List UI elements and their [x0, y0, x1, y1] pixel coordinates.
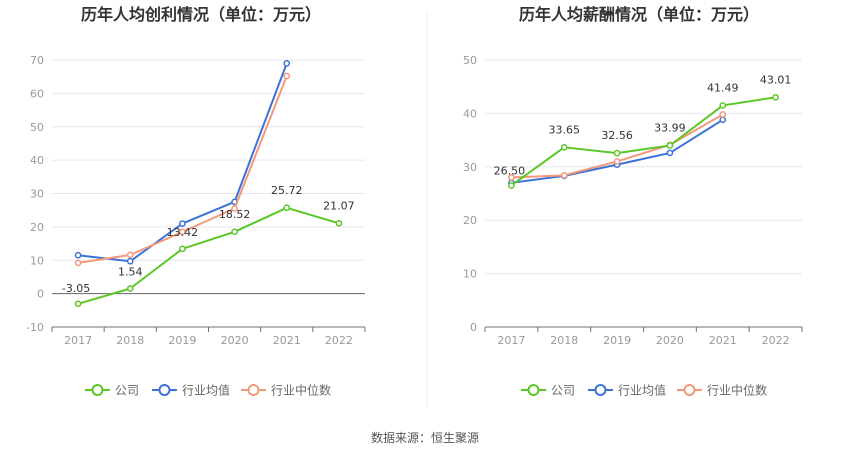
chart-title: 历年人均创利情况（单位：万元）: [81, 5, 321, 24]
data-label: 32.56: [601, 129, 633, 142]
legend-label: 行业中位数: [707, 383, 767, 398]
x-tick-label: 2021: [709, 334, 737, 347]
data-point: [283, 72, 291, 80]
chart-1: 历年人均创利情况（单位：万元） -10 0 10 20 30 40 50 60 70 2017 201…: [26, 5, 366, 398]
data-point: [335, 219, 343, 227]
data-label: 21.07: [323, 199, 355, 212]
y-tick-label: 30: [463, 161, 477, 174]
data-point: [508, 174, 515, 181]
data-point: [74, 259, 82, 267]
y-tick-label: 10: [30, 254, 44, 267]
data-label: 41.49: [707, 81, 739, 94]
series-industry_median: [74, 72, 291, 267]
legend-item-industry_median[interactable]: 行业中位数: [677, 383, 767, 398]
y-tick-label: 10: [463, 268, 477, 281]
series-line: [77, 206, 340, 305]
data-point: [719, 116, 727, 124]
data-point: [560, 171, 568, 179]
data-label: 13.42: [167, 226, 199, 239]
y-tick-label: 50: [463, 54, 477, 67]
chart-2: 历年人均薪酬情况（单位：万元） 0 10 20 30 40 50 2017 2018 2019 20…: [463, 5, 803, 398]
legend-marker-icon: [158, 384, 171, 396]
chart-title: 历年人均薪酬情况（单位：万元）: [519, 5, 759, 24]
series-line: [511, 113, 724, 179]
legend-item-company[interactable]: 公司: [521, 384, 575, 398]
data-point: [560, 143, 568, 151]
x-tick-label: 2021: [273, 334, 301, 347]
legend-marker-icon: [91, 384, 104, 396]
legend-item-industry_median[interactable]: 行业中位数: [241, 383, 331, 398]
x-tick-label: 2018: [116, 334, 144, 347]
data-point: [508, 182, 515, 189]
data-label: 18.52: [219, 208, 251, 221]
y-tick-label: 20: [30, 221, 44, 234]
data-label: 33.99: [654, 121, 686, 134]
series-line: [510, 96, 776, 187]
x-tick-label: 2022: [325, 334, 353, 347]
x-tick-label: 2022: [762, 334, 790, 347]
y-tick-label: 30: [30, 188, 44, 201]
x-tick-label: 2019: [168, 334, 196, 347]
series-company: [74, 204, 343, 308]
y-tick-label: 60: [30, 87, 44, 100]
data-point: [179, 228, 186, 236]
y-tick-label: 0: [37, 288, 44, 301]
legend-marker-icon: [594, 384, 607, 396]
y-tick-label: -10: [26, 321, 44, 334]
data-point: [179, 220, 186, 227]
data-label: 1.54: [118, 265, 143, 278]
data-label: 43.01: [760, 73, 792, 86]
y-tick-label: 0: [470, 321, 477, 334]
data-point: [179, 245, 186, 253]
legend: 公司 行业均值 行业中位数: [85, 383, 331, 398]
data-point: [283, 204, 291, 212]
data-point: [666, 149, 674, 157]
x-tick-label: 2017: [64, 334, 92, 347]
x-tick-label: 2018: [550, 334, 578, 347]
legend-marker-icon: [683, 384, 696, 396]
x-tick-label: 2017: [497, 334, 525, 347]
data-point: [719, 111, 727, 118]
data-label: -3.05: [62, 282, 90, 295]
data-point: [613, 149, 621, 157]
legend-marker-icon: [527, 384, 540, 396]
data-label: 33.65: [549, 123, 581, 136]
legend-marker-icon: [247, 384, 260, 396]
series-industry_median: [508, 111, 727, 181]
x-tick-label: 2019: [603, 334, 631, 347]
data-point: [74, 251, 82, 259]
data-point: [231, 205, 238, 212]
data-point: [719, 102, 727, 109]
data-point: [666, 142, 674, 149]
data-point: [74, 300, 82, 308]
data-point: [772, 93, 779, 101]
legend-item-industry_avg[interactable]: 行业均值: [588, 383, 666, 398]
data-point: [126, 257, 134, 265]
data-point: [126, 285, 134, 292]
legend-label: 公司: [115, 384, 139, 398]
legend-label: 行业均值: [182, 383, 230, 398]
y-tick-label: 50: [30, 121, 44, 134]
data-point: [283, 59, 291, 67]
data-point: [613, 158, 621, 165]
series-company: [508, 93, 779, 189]
legend-label: 行业均值: [618, 383, 666, 398]
x-tick-label: 2020: [656, 334, 684, 347]
y-tick-label: 20: [463, 214, 477, 227]
x-tick-label: 2020: [221, 334, 249, 347]
legend-item-company[interactable]: 公司: [85, 384, 139, 398]
legend-label: 公司: [551, 384, 575, 398]
y-tick-label: 70: [30, 54, 44, 67]
y-tick-label: 40: [463, 107, 477, 120]
data-label: 25.72: [271, 184, 303, 197]
legend-item-industry_avg[interactable]: 行业均值: [152, 383, 230, 398]
data-point: [231, 228, 238, 236]
legend: 公司 行业均值 行业中位数: [521, 383, 767, 398]
y-tick-label: 40: [30, 154, 44, 167]
data-label: 26.50: [494, 164, 526, 177]
legend-label: 行业中位数: [271, 383, 331, 398]
data-point: [126, 251, 134, 259]
data-source-note: 数据来源：恒生聚源: [370, 431, 479, 445]
